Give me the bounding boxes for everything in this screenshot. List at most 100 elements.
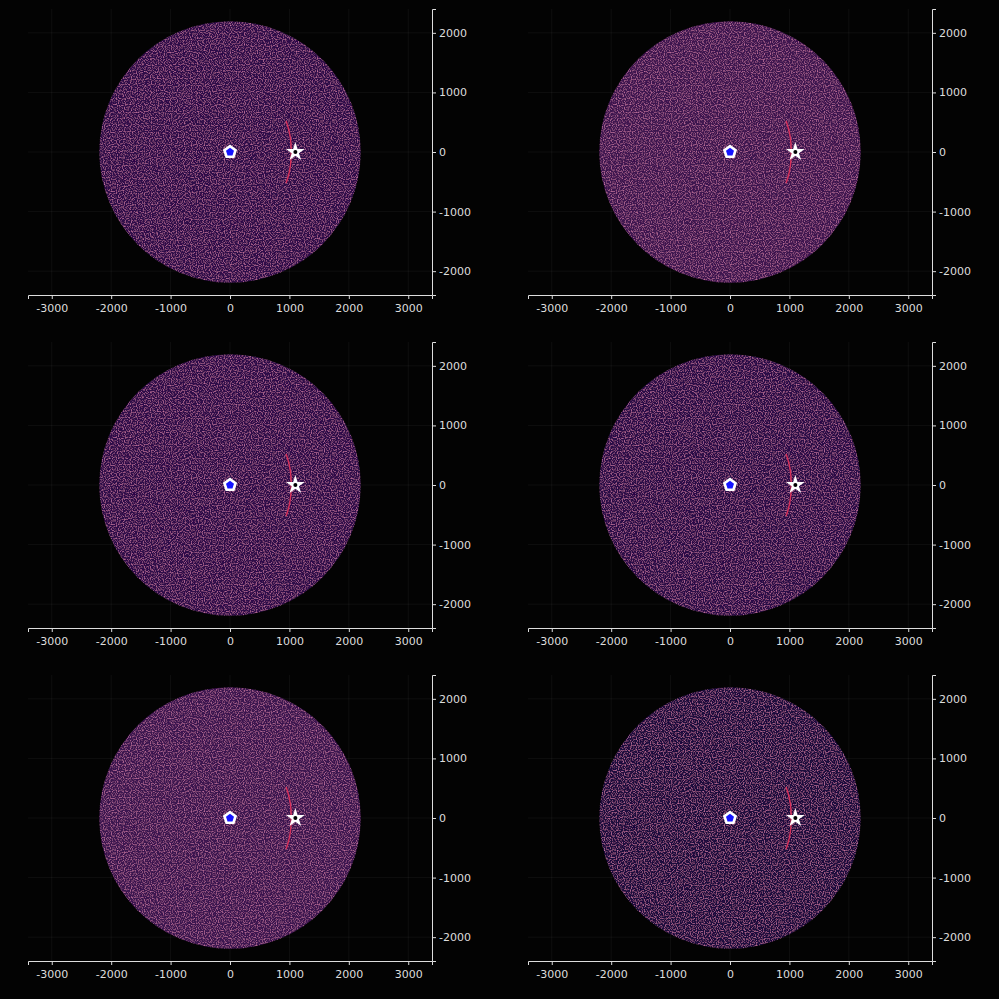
tick-mark: [349, 295, 350, 299]
tick: 2000: [335, 628, 363, 648]
tick-mark: [432, 545, 436, 546]
tick: 1000: [276, 961, 304, 981]
panel: -3000-2000-10000100020003000-2000-100001…: [528, 9, 971, 315]
tick-label: -1000: [655, 302, 687, 315]
x-axis: -3000-2000-10000100020003000: [29, 628, 433, 648]
tick-mark: [932, 271, 936, 272]
tick-label: -2000: [96, 968, 128, 981]
tick: 3000: [395, 961, 423, 981]
tick-mark: [432, 878, 436, 879]
tick-label: 0: [727, 302, 734, 315]
pentagon-outer: [223, 811, 237, 825]
tick: 0: [432, 812, 446, 825]
tick-label: 2000: [335, 635, 363, 648]
tick: -3000: [36, 961, 68, 981]
tick-label: -2000: [596, 968, 628, 981]
tick-mark: [552, 628, 553, 632]
tick: 2000: [335, 961, 363, 981]
plot-area: [599, 354, 860, 615]
star-center: [293, 816, 297, 820]
tick-label: 1000: [276, 302, 304, 315]
x-axis: -3000-2000-10000100020003000: [29, 295, 433, 315]
tick: -1000: [432, 872, 471, 885]
tick-label: -2000: [939, 265, 971, 278]
tick-mark: [289, 628, 290, 632]
tick: 3000: [895, 628, 923, 648]
axis-line: [529, 296, 933, 300]
panel: -3000-2000-10000100020003000-2000-100001…: [28, 342, 471, 648]
star: [286, 475, 305, 493]
tick: -1000: [932, 206, 971, 219]
tick: -2000: [932, 598, 971, 611]
tick-label: 0: [227, 968, 234, 981]
tick-label: 1000: [776, 968, 804, 981]
tick-mark: [932, 485, 936, 486]
tick-mark: [908, 628, 909, 632]
tick-mark: [432, 604, 436, 605]
tick-mark: [932, 152, 936, 153]
tick: 0: [727, 628, 734, 648]
pentagon-inner: [226, 148, 234, 156]
x-axis: -3000-2000-10000100020003000: [529, 295, 933, 315]
star-marker: [286, 475, 305, 493]
tick: 1000: [276, 295, 304, 315]
tick-label: -3000: [36, 302, 68, 315]
tick-mark: [432, 212, 436, 213]
plot-area: [599, 687, 860, 948]
tick-mark: [932, 758, 936, 759]
x-axis: -3000 -2000 -1000 0 1000 2000 3000: [29, 961, 433, 981]
tick-label: 2000: [439, 27, 467, 40]
axis-line: [933, 343, 937, 629]
tick-label: 2000: [439, 693, 467, 706]
tick: 3000: [395, 295, 423, 315]
star: [286, 808, 305, 826]
tick: 0: [727, 295, 734, 315]
tick: -1000: [432, 206, 471, 219]
pentagon-inner: [726, 148, 734, 156]
axis-line: [933, 676, 937, 962]
tick: -1000: [932, 539, 971, 552]
pentagon-outer: [723, 811, 737, 825]
pentagon-inner: [726, 814, 734, 822]
tick-mark: [289, 961, 290, 965]
y-axis: -2000-1000010002000: [932, 676, 971, 962]
star-center: [793, 816, 797, 820]
axis-line: [433, 10, 437, 296]
pentagon-outer: [723, 145, 737, 159]
tick-mark: [408, 295, 409, 299]
tick: -2000: [596, 628, 628, 648]
tick-label: -1000: [155, 968, 187, 981]
tick-label: -1000: [439, 539, 471, 552]
tick-mark: [611, 628, 612, 632]
tick: 1000: [932, 419, 967, 432]
tick-mark: [932, 92, 936, 93]
tick-mark: [432, 271, 436, 272]
tick-mark: [432, 33, 436, 34]
tick: 1000: [932, 752, 967, 765]
star-marker: [786, 475, 805, 493]
tick-label: 3000: [395, 302, 423, 315]
star-marker: [786, 808, 805, 826]
panel: -3000 -2000 -1000 0 1000 2000 3000-2000 -1000 0 1…: [28, 675, 471, 981]
tick-label: 2000: [835, 968, 863, 981]
tick: -3000: [536, 295, 568, 315]
plot-area: [99, 354, 360, 615]
tick-mark: [671, 295, 672, 299]
tick: -2000: [432, 598, 471, 611]
tick-label: -1000: [939, 206, 971, 219]
tick-mark: [932, 604, 936, 605]
tick-mark: [611, 961, 612, 965]
tick-label: -2000: [96, 635, 128, 648]
tick: -2000: [432, 265, 471, 278]
tick: 3000: [895, 961, 923, 981]
tick-label: -1000: [655, 968, 687, 981]
axis-line: [933, 10, 937, 296]
pentagon-inner: [226, 481, 234, 489]
grid: [28, 342, 432, 628]
tick: -2000: [596, 295, 628, 315]
disk: [599, 687, 860, 948]
tick-label: -1000: [655, 635, 687, 648]
tick-label: 2000: [939, 27, 967, 40]
tick-mark: [849, 295, 850, 299]
tick-label: -1000: [939, 872, 971, 885]
